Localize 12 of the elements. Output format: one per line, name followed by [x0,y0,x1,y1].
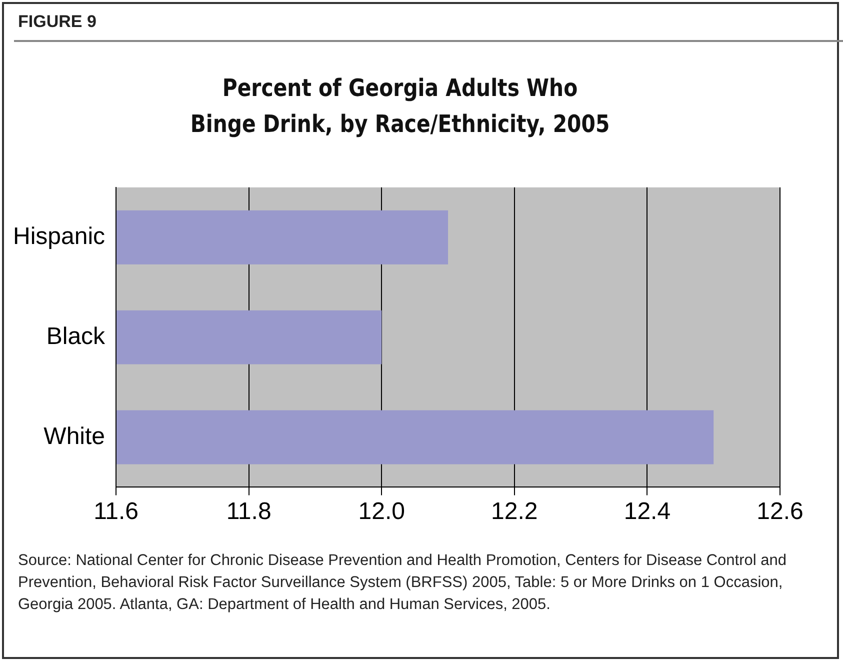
y-tick-label: Hispanic [12,222,106,250]
x-tick-label: 11.6 [94,498,139,526]
caption: FIGURE 9 [18,12,96,32]
x-tick-label: 12.0 [358,498,405,526]
source-note: Source: National Center for Chronic Disease Prevention and Health Promotion, Centers for Disease Control and Prevention, Behavioral Risk Factor Surveillance System (BRFSS) 2005, Table: 5 or More Drinks on 1 Occasion, Georgia 2005. Atlanta, GA: Department of Health and Human Services, 2005. [18,551,788,615]
x-tick-label: 12.6 [756,498,804,526]
x-tick-label: 12.4 [624,498,671,526]
x-tick-label: 11.8 [226,498,272,526]
x-tick-label: 12.2 [491,498,538,526]
y-tick-label: Black [46,322,106,350]
y-tick-label: White [44,422,106,450]
chart-title: Percent of Georgia Adults Who Binge Drink, by Race/Ethnicity, 2005 [189,73,611,140]
